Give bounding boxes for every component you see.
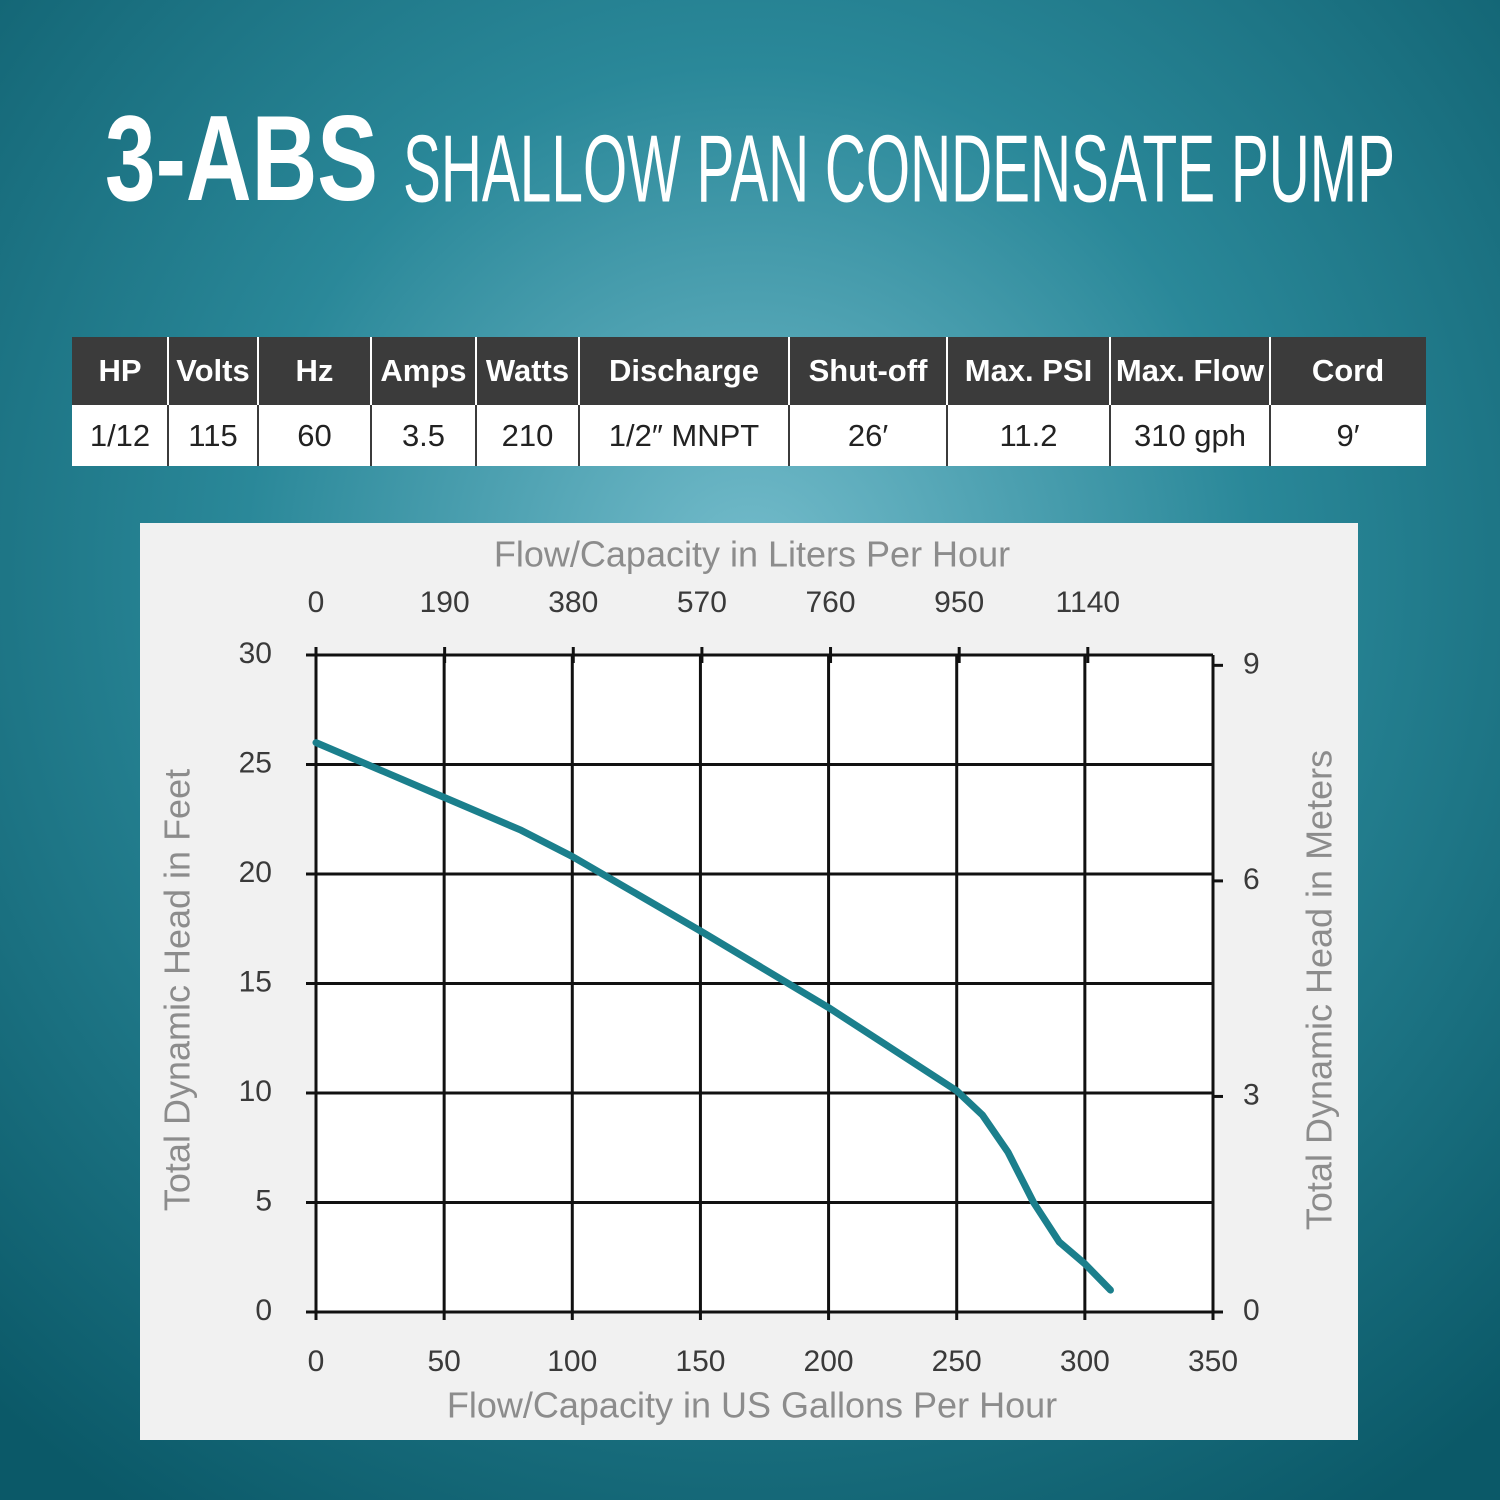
table-header-cell: HP [98,353,141,388]
y2-axis-title: Total Dynamic Head in Meters [1299,750,1340,1230]
x-tick-label: 100 [547,1345,597,1378]
y-tick-label: 0 [255,1294,272,1327]
x2-tick-label: 0 [308,586,325,619]
table-cell: 115 [188,418,237,453]
x2-tick-label: 570 [677,586,727,619]
table-cell: 11.2 [999,418,1057,453]
y-tick-label: 5 [255,1184,272,1217]
x-tick-label: 300 [1060,1345,1110,1378]
table-header-cell: Max. Flow [1116,353,1265,388]
table-header-cell: Max. PSI [965,353,1093,388]
x2-axis-title: Flow/Capacity in Liters Per Hour [494,534,1010,575]
y-tick-label: 25 [239,746,272,779]
y2-tick-label: 6 [1243,863,1260,896]
table-header-cell: Cord [1312,353,1384,388]
curve [312,739,1114,1294]
table-cell: 1/2″ MNPT [609,418,760,453]
table-cell: 26′ [848,418,888,453]
x-tick-label: 0 [308,1345,325,1378]
x-axis-title: Flow/Capacity in US Gallons Per Hour [447,1385,1057,1426]
table-row-bg [72,405,1426,466]
x2-tick-label: 380 [548,586,598,619]
y-tick-label: 10 [239,1075,272,1108]
y-axis-title: Total Dynamic Head in Feet [157,769,198,1211]
table-header-cell: Watts [486,353,569,388]
y-tick-label: 20 [239,856,272,889]
table-header-cell: Volts [176,353,250,388]
x2-tick-label: 1140 [1056,586,1121,619]
table-cell: 310 gph [1134,418,1246,453]
table-cell: 60 [297,418,331,453]
x-tick-label: 350 [1188,1345,1238,1378]
table-cell: 9′ [1336,418,1359,453]
spec-table: HP Volts Hz Amps Watts Discharge Shut-off Max. … [72,337,1426,466]
table-header-cell: Discharge [609,353,759,388]
x2-tick-label: 950 [934,586,984,619]
table-header-cell: Shut-off [809,353,928,388]
x-tick-label: 50 [427,1345,460,1378]
table-cell: 1/12 [90,418,150,453]
table-header-bg [72,337,1426,405]
y2-tick-label: 0 [1243,1294,1260,1327]
title-product: SHALLOW PAN CONDENSATE PUMP [403,115,1395,222]
table-header-cell: Amps [380,353,466,388]
x-tick-label: 150 [675,1345,725,1378]
table-cell: 3.5 [402,418,445,453]
y-tick-label: 30 [239,637,272,670]
y-tick-label: 15 [239,965,272,998]
x2-tick-label: 760 [806,586,856,619]
y2-tick-label: 9 [1243,647,1260,680]
x-tick-label: 250 [932,1345,982,1378]
x2-tick-label: 190 [420,586,470,619]
table-cell: 210 [502,418,554,453]
x-tick-label: 200 [804,1345,854,1378]
y2-tick-label: 3 [1243,1078,1260,1111]
title-model: 3-ABS [105,90,378,226]
table-header-cell: Hz [296,353,334,388]
